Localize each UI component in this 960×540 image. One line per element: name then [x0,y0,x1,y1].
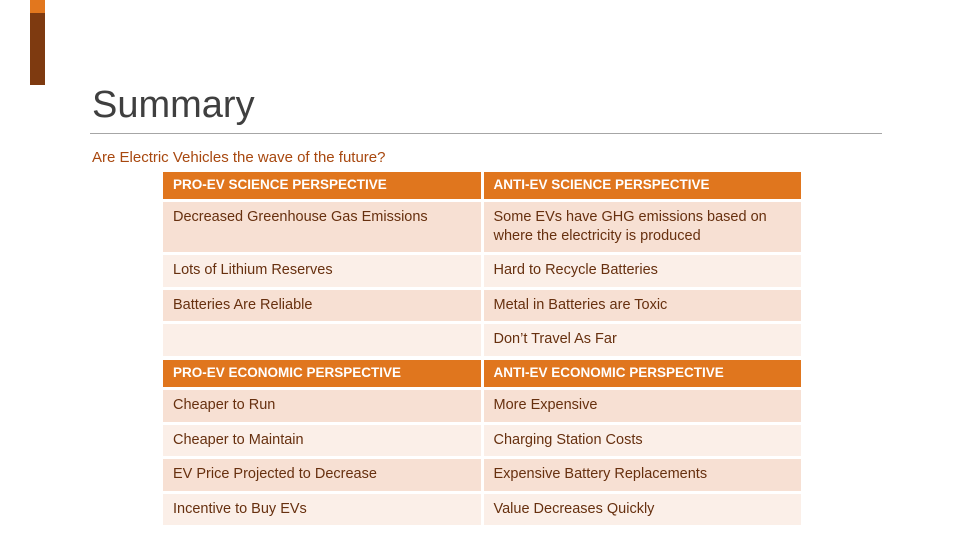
science-perspective-table: PRO-EV SCIENCE PERSPECTIVE ANTI-EV SCIEN… [163,172,801,356]
table-cell: Batteries Are Reliable [163,289,481,322]
table-cell: Value Decreases Quickly [483,493,801,526]
table-cell: Lots of Lithium Reserves [163,255,481,287]
table-cell: Expensive Battery Replacements [483,459,801,491]
economic-pro-header: PRO-EV ECONOMIC PERSPECTIVE [163,359,481,388]
science-anti-header: ANTI-EV SCIENCE PERSPECTIVE [483,172,801,200]
table-cell: Cheaper to Run [163,390,481,422]
table-cell: Metal in Batteries are Toxic [483,289,801,322]
tables-area: PRO-EV SCIENCE PERSPECTIVE ANTI-EV SCIEN… [163,172,801,526]
table-cell: Hard to Recycle Batteries [483,255,801,287]
table-cell: Don’t Travel As Far [483,324,801,356]
corner-accent [30,0,45,85]
science-pro-header: PRO-EV SCIENCE PERSPECTIVE [163,172,481,200]
table-cell: Decreased Greenhouse Gas Emissions [163,202,481,253]
corner-accent-dark-bar [30,13,45,85]
title-divider [90,133,882,134]
table-cell: Charging Station Costs [483,424,801,457]
slide-title: Summary [92,84,255,126]
corner-accent-orange-bar [30,0,45,13]
table-cell: Cheaper to Maintain [163,424,481,457]
table-cell-empty [163,324,481,356]
table-cell: EV Price Projected to Decrease [163,459,481,491]
table-cell: Incentive to Buy EVs [163,493,481,526]
economic-perspective-table: PRO-EV ECONOMIC PERSPECTIVE ANTI-EV ECON… [163,359,801,526]
table-cell: Some EVs have GHG emissions based on whe… [483,202,801,253]
economic-anti-header: ANTI-EV ECONOMIC PERSPECTIVE [483,359,801,388]
table-cell: More Expensive [483,390,801,422]
slide-subtitle: Are Electric Vehicles the wave of the fu… [92,149,386,166]
